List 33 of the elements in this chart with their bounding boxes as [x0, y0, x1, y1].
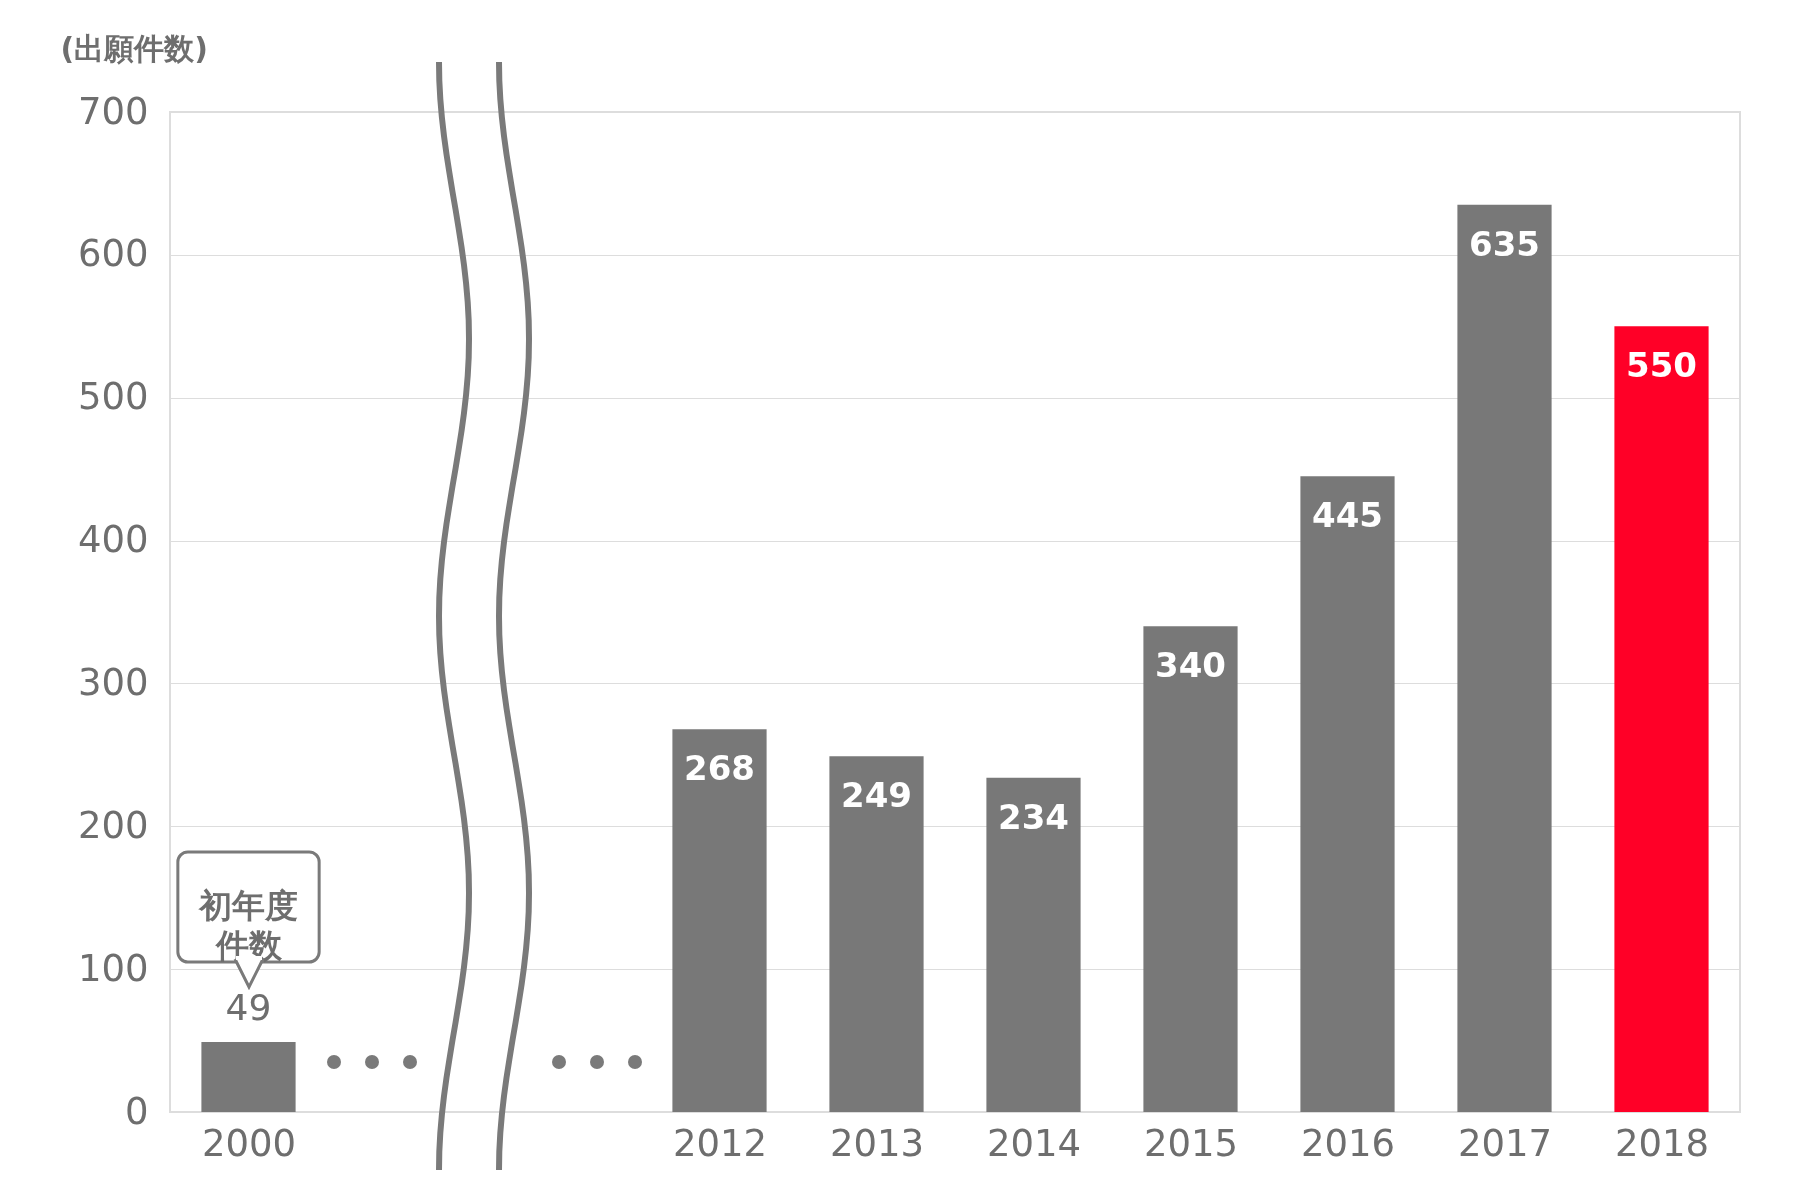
y-tick-label: 0: [124, 1089, 149, 1133]
x-tick-label: 2016: [1300, 1121, 1396, 1165]
x-tick-label: 2018: [1614, 1121, 1710, 1165]
x-tick-label: 2014: [986, 1121, 1082, 1165]
y-tick-label: 500: [77, 375, 149, 419]
bar: [1300, 476, 1395, 1112]
y-tick-label: 200: [77, 803, 149, 847]
y-tick-label: 400: [77, 518, 149, 562]
x-tick-label: 2015: [1143, 1121, 1239, 1165]
data-label: 268: [684, 748, 755, 789]
bar: [829, 756, 924, 1112]
bar: [201, 1042, 296, 1112]
data-label: 49: [225, 987, 272, 1028]
x-tick-label: 2013: [829, 1121, 925, 1165]
y-tick-label: 700: [77, 89, 149, 133]
data-label: 234: [998, 796, 1069, 837]
y-axis-title: (出願件数): [60, 30, 208, 66]
x-tick-label: 2017: [1457, 1121, 1553, 1165]
x-tick-label: 2000: [201, 1121, 297, 1165]
data-label: 340: [1155, 645, 1226, 686]
y-tick-label: 600: [77, 232, 149, 276]
data-label: 249: [841, 775, 912, 816]
data-label: 635: [1469, 223, 1540, 264]
bar: [986, 777, 1081, 1112]
data-label: 445: [1312, 495, 1383, 536]
y-tick-label: 300: [77, 660, 149, 704]
data-label: 550: [1626, 345, 1697, 386]
x-tick-label: 2012: [672, 1121, 768, 1165]
bar: [672, 729, 767, 1112]
y-tick-label: 100: [77, 946, 149, 990]
bar: [1143, 626, 1238, 1112]
bar: [1614, 326, 1709, 1112]
bar: [1457, 204, 1552, 1112]
